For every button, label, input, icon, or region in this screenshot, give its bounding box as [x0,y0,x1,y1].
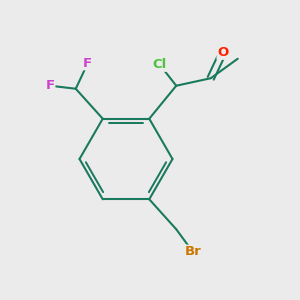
Text: F: F [83,57,92,70]
Text: Br: Br [184,245,201,258]
Text: Cl: Cl [153,58,167,71]
Text: O: O [217,46,228,59]
Text: F: F [46,79,55,92]
